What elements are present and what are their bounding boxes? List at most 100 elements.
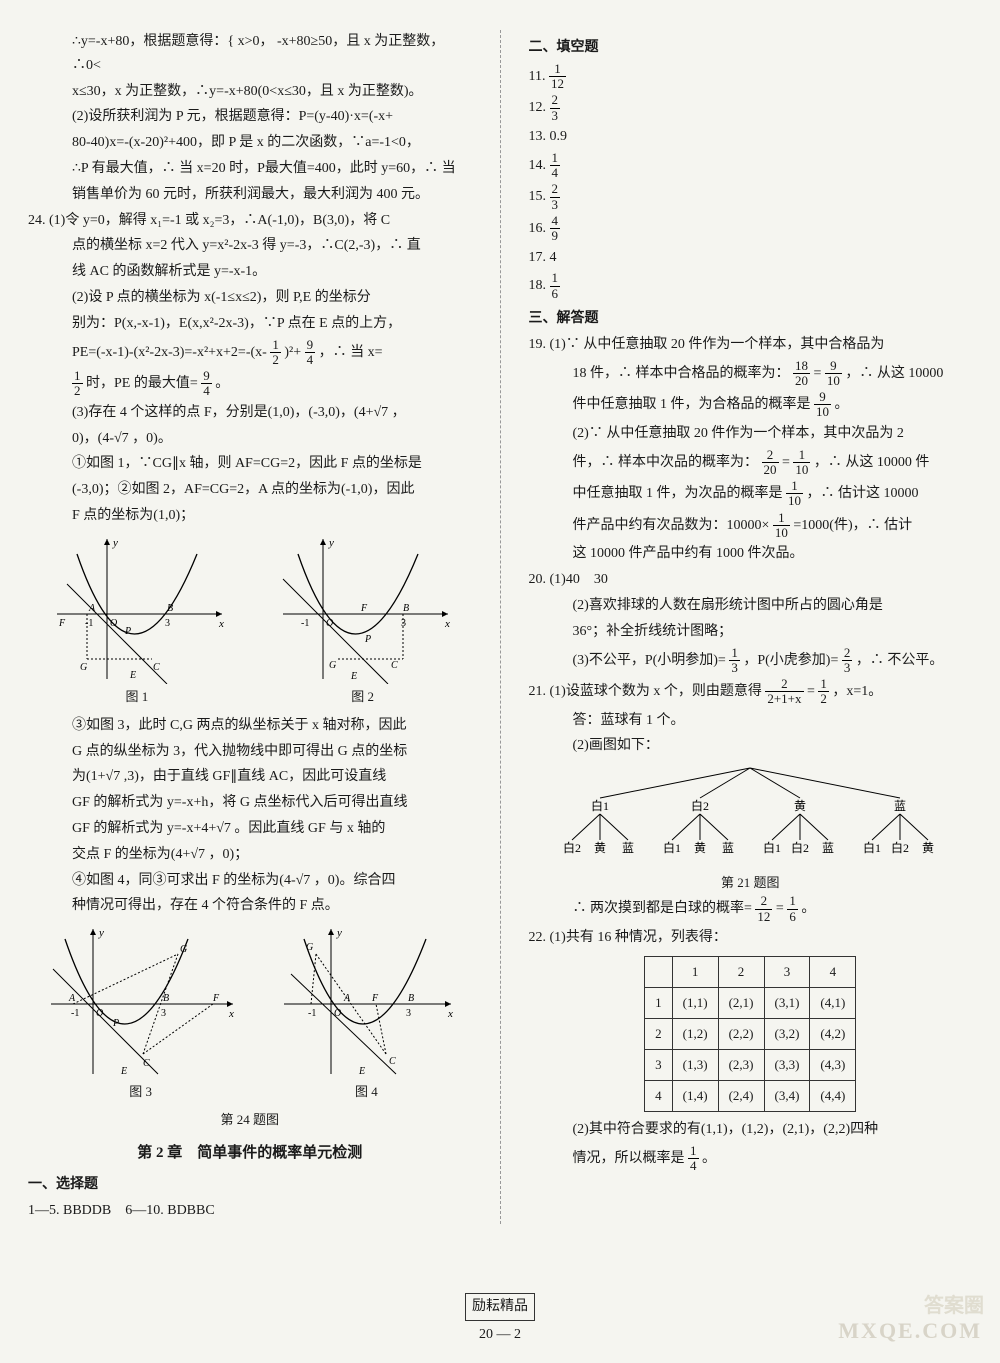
svg-text:x: x (218, 618, 224, 630)
svg-text:O: O (96, 1008, 103, 1019)
fraction: 94 (305, 338, 316, 368)
svg-text:蓝: 蓝 (894, 799, 906, 813)
svg-text:C: C (153, 662, 160, 673)
svg-text:G: G (80, 662, 87, 673)
q19-line: 件产品中约有次品数为：10000× 110 =1000(件)，∴ 估计 (529, 511, 973, 541)
svg-text:E: E (350, 671, 357, 682)
q22-line: (2)其中符合要求的有(1,1)，(1,2)，(2,1)，(2,2)四种 (529, 1118, 973, 1142)
figure-title: 第 21 题图 (529, 872, 973, 894)
svg-text:3: 3 (406, 1008, 411, 1019)
svg-text:-1: -1 (308, 1008, 316, 1019)
svg-text:蓝: 蓝 (622, 841, 634, 855)
q24-line: 24. (1)令 y=0，解得 x₁=-1 或 x₂=3，∴A(-1,0)，B(… (28, 209, 472, 233)
svg-text:x: x (228, 1008, 234, 1020)
q24-line: (3)存在 4 个这样的点 F，分别是(1,0)，(-3,0)，(4+√7 ， (28, 401, 472, 425)
q20-line: 36°；补全折线统计图略； (529, 620, 973, 644)
svg-text:F: F (212, 993, 220, 1004)
fraction: 23 (550, 93, 561, 123)
svg-text:3: 3 (401, 618, 406, 629)
fraction: 23 (550, 182, 561, 212)
text-line: x≤30，x 为正整数，∴y=-x+80(0<x≤30，且 x 为正整数)。 (28, 80, 472, 104)
fraction: 94 (201, 369, 212, 399)
q24-line: 交点 F 的坐标为(4+√7 ，0)； (28, 843, 472, 867)
svg-text:F: F (360, 603, 368, 614)
q22-line: 情况，所以概率是 14 。 (529, 1144, 973, 1174)
column-divider (500, 30, 501, 1224)
q17: 17. 4 (529, 246, 973, 270)
svg-text:G: G (306, 942, 313, 953)
svg-text:y: y (328, 537, 334, 549)
svg-text:黄: 黄 (694, 841, 706, 855)
fraction: 16 (550, 271, 561, 301)
q24-line: F 点的坐标为(1,0)； (28, 504, 472, 528)
text-line: (2)设所获利润为 P 元，根据题意得：P=(y-40)·x=(-x+ (28, 105, 472, 129)
svg-text:B: B (408, 993, 414, 1004)
q18: 18. 16 (529, 271, 973, 301)
figure-3: x y A -1 O B 3 F P G C E 图 3 (43, 924, 238, 1103)
q24-line: (-3,0)；②如图 2，AF=CG=2，A 点的坐标为(-1,0)，因此 (28, 478, 472, 502)
svg-text:蓝: 蓝 (722, 841, 734, 855)
svg-text:C: C (389, 1056, 396, 1067)
chapter-title: 第 2 章 简单事件的概率单元检测 (28, 1141, 472, 1167)
text-line: ∴y=-x+80，根据题意得：{ x>0， -x+80≥50，且 x 为正整数，… (28, 30, 472, 78)
footer-brand: 励耘精品 (465, 1293, 535, 1321)
q24-line: GF 的解析式为 y=-x+h，将 G 点坐标代入后可得出直线 (28, 791, 472, 815)
outcome-table: 12341(1,1)(2,1)(3,1)(4,1)2(1,2)(2,2)(3,2… (644, 956, 856, 1112)
svg-text:-1: -1 (71, 1008, 79, 1019)
svg-text:-1: -1 (85, 618, 93, 629)
q14: 14. 14 (529, 151, 973, 181)
figure-caption: 图 2 (273, 686, 453, 708)
svg-text:白2: 白2 (563, 840, 581, 855)
page-container: ∴y=-x+80，根据题意得：{ x>0， -x+80≥50，且 x 为正整数，… (0, 0, 1000, 1244)
figure-row-1-2: x y A B O F -1 3 P C G E 图 1 (28, 534, 472, 708)
q22-line: 22. (1)共有 16 种情况，列表得： (529, 926, 973, 950)
q24-line: (2)设 P 点的横坐标为 x(-1≤x≤2)，则 P,E 的坐标分 (28, 286, 472, 310)
text: ，∴ 当 x= (319, 345, 383, 360)
left-column: ∴y=-x+80，根据题意得：{ x>0， -x+80≥50，且 x 为正整数，… (28, 30, 472, 1224)
svg-text:E: E (358, 1066, 365, 1077)
q24-line: ④如图 4，同③可求出 F 的坐标为(4-√7 ，0)。综合四 (28, 869, 472, 893)
svg-text:黄: 黄 (922, 841, 934, 855)
q12: 12. 23 (529, 93, 973, 123)
q20-line: (2)喜欢排球的人数在扇形统计图中所占的圆心角是 (529, 594, 973, 618)
fraction: 12 (270, 338, 281, 368)
q24-line: GF 的解析式为 y=-x+4+√7 。因此直线 GF 与 x 轴的 (28, 817, 472, 841)
figure-4: x y G A -1 O F B 3 C E 图 4 (276, 924, 456, 1103)
text: 时，PE 的最大值= (86, 376, 201, 391)
q21-line: ∴ 两次摸到都是白球的概率= 212 = 16 。 (529, 894, 973, 924)
svg-text:白1: 白1 (591, 798, 609, 813)
q21-line: (2)画图如下： (529, 734, 973, 758)
text: PE=(-x-1)-(x²-2x-3)=-x²+x+2=-(x- (72, 345, 270, 360)
q16: 16. 49 (529, 214, 973, 244)
figure-title: 第 24 题图 (28, 1109, 472, 1131)
svg-text:B: B (403, 603, 409, 614)
svg-text:-1: -1 (301, 618, 309, 629)
text-line: 销售单价为 60 元时，所获利润最大，最大利润为 400 元。 (28, 183, 472, 207)
svg-text:P: P (364, 634, 371, 645)
section-title: 一、选择题 (28, 1173, 472, 1197)
q19-line: 件中任意抽取 1 件，为合格品的概率是 910 。 (529, 390, 973, 420)
text-line: ∴P 有最大值，∴ 当 x=20 时，P最大值=400，此时 y=60，∴ 当 (28, 157, 472, 181)
svg-text:P: P (124, 626, 131, 637)
q24-line: 别为：P(x,-x-1)，E(x,x²-2x-3)，∵P 点在 E 点的上方， (28, 312, 472, 336)
watermark-text: MXQE.COM (838, 1312, 982, 1349)
q19-line: 中任意抽取 1 件，为次品的概率是 110 ，∴ 估计这 10000 (529, 479, 973, 509)
svg-text:白1: 白1 (763, 840, 781, 855)
svg-text:3: 3 (165, 618, 170, 629)
figure-row-3-4: x y A -1 O B 3 F P G C E 图 3 (28, 924, 472, 1103)
svg-text:B: B (163, 993, 169, 1004)
svg-text:A: A (343, 993, 351, 1004)
svg-text:y: y (336, 927, 342, 939)
svg-text:E: E (120, 1066, 127, 1077)
text-line: 80-40)x=-(x-20)²+400，即 P 是 x 的二次函数，∵a=-1… (28, 131, 472, 155)
svg-text:O: O (334, 1008, 341, 1019)
answers-line: 1—5. BBDDB 6—10. BDBBC (28, 1199, 472, 1223)
q19-line: (2)∵ 从中任意抽取 20 件作为一个样本，其中次品为 2 (529, 422, 973, 446)
figure-caption: 图 4 (276, 1081, 456, 1103)
q20-line: (3)不公平，P(小明参加)= 13 ，P(小虎参加)= 23 ，∴ 不公平。 (529, 646, 973, 676)
svg-text:黄: 黄 (794, 799, 806, 813)
page-number: 20 — 2 (479, 1327, 521, 1342)
q24-line: 点的横坐标 x=2 代入 y=x²-2x-3 得 y=-3，∴C(2,-3)，∴… (28, 234, 472, 258)
q24-line: PE=(-x-1)-(x²-2x-3)=-x²+x+2=-(x- 12 )²+ … (28, 338, 472, 368)
svg-text:F: F (58, 618, 66, 629)
